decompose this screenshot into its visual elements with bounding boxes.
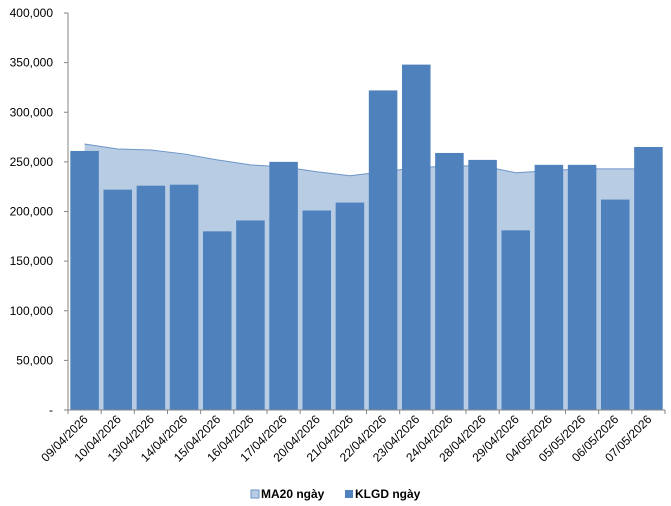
legend-swatch-klgd [345,490,353,498]
klgd-bar [202,231,232,410]
y-tick-label: 50,000 [16,353,53,367]
y-tick-label: 200,000 [10,205,54,219]
klgd-bar [136,185,166,410]
klgd-bar [501,230,531,410]
klgd-bar [236,220,265,410]
y-tick-label: 150,000 [10,254,54,268]
ma20-area [84,144,649,410]
klgd-bar [600,199,630,410]
klgd-bar [269,161,298,410]
legend-label-klgd: KLGD ngày [355,487,421,501]
axes [64,12,666,414]
klgd-bar [435,152,464,410]
klgd-bar [534,164,564,410]
y-tick-label: 250,000 [10,155,54,169]
y-tick-label: 400,000 [10,6,54,20]
y-tick-label: 300,000 [10,105,54,119]
y-tick-label: - [49,403,53,417]
klgd-bar [169,184,199,410]
ma20-area-layer [84,143,649,410]
y-tick-labels: - 50,000 100,000 150,000 200,000 250,000 300,0… [10,6,54,417]
klgd-bar [302,210,332,410]
klgd-bar-layer [70,64,663,411]
klgd-bar [468,159,497,410]
klgd-bar [70,150,99,410]
klgd-bar [368,90,398,410]
klgd-bar [335,202,365,410]
klgd-bar [103,189,133,410]
y-tick-label: 350,000 [10,56,54,70]
klgd-bar [567,164,597,410]
legend: MA20 ngày KLGD ngày [250,487,421,501]
y-tick-label: 100,000 [10,304,54,318]
klgd-bar [634,146,663,411]
x-tick-labels: 09/04/202610/04/202613/04/202614/04/2026… [38,412,654,465]
legend-swatch-ma20 [250,489,260,499]
legend-label-ma20: MA20 ngày [261,487,325,501]
klgd-bar [401,64,431,411]
